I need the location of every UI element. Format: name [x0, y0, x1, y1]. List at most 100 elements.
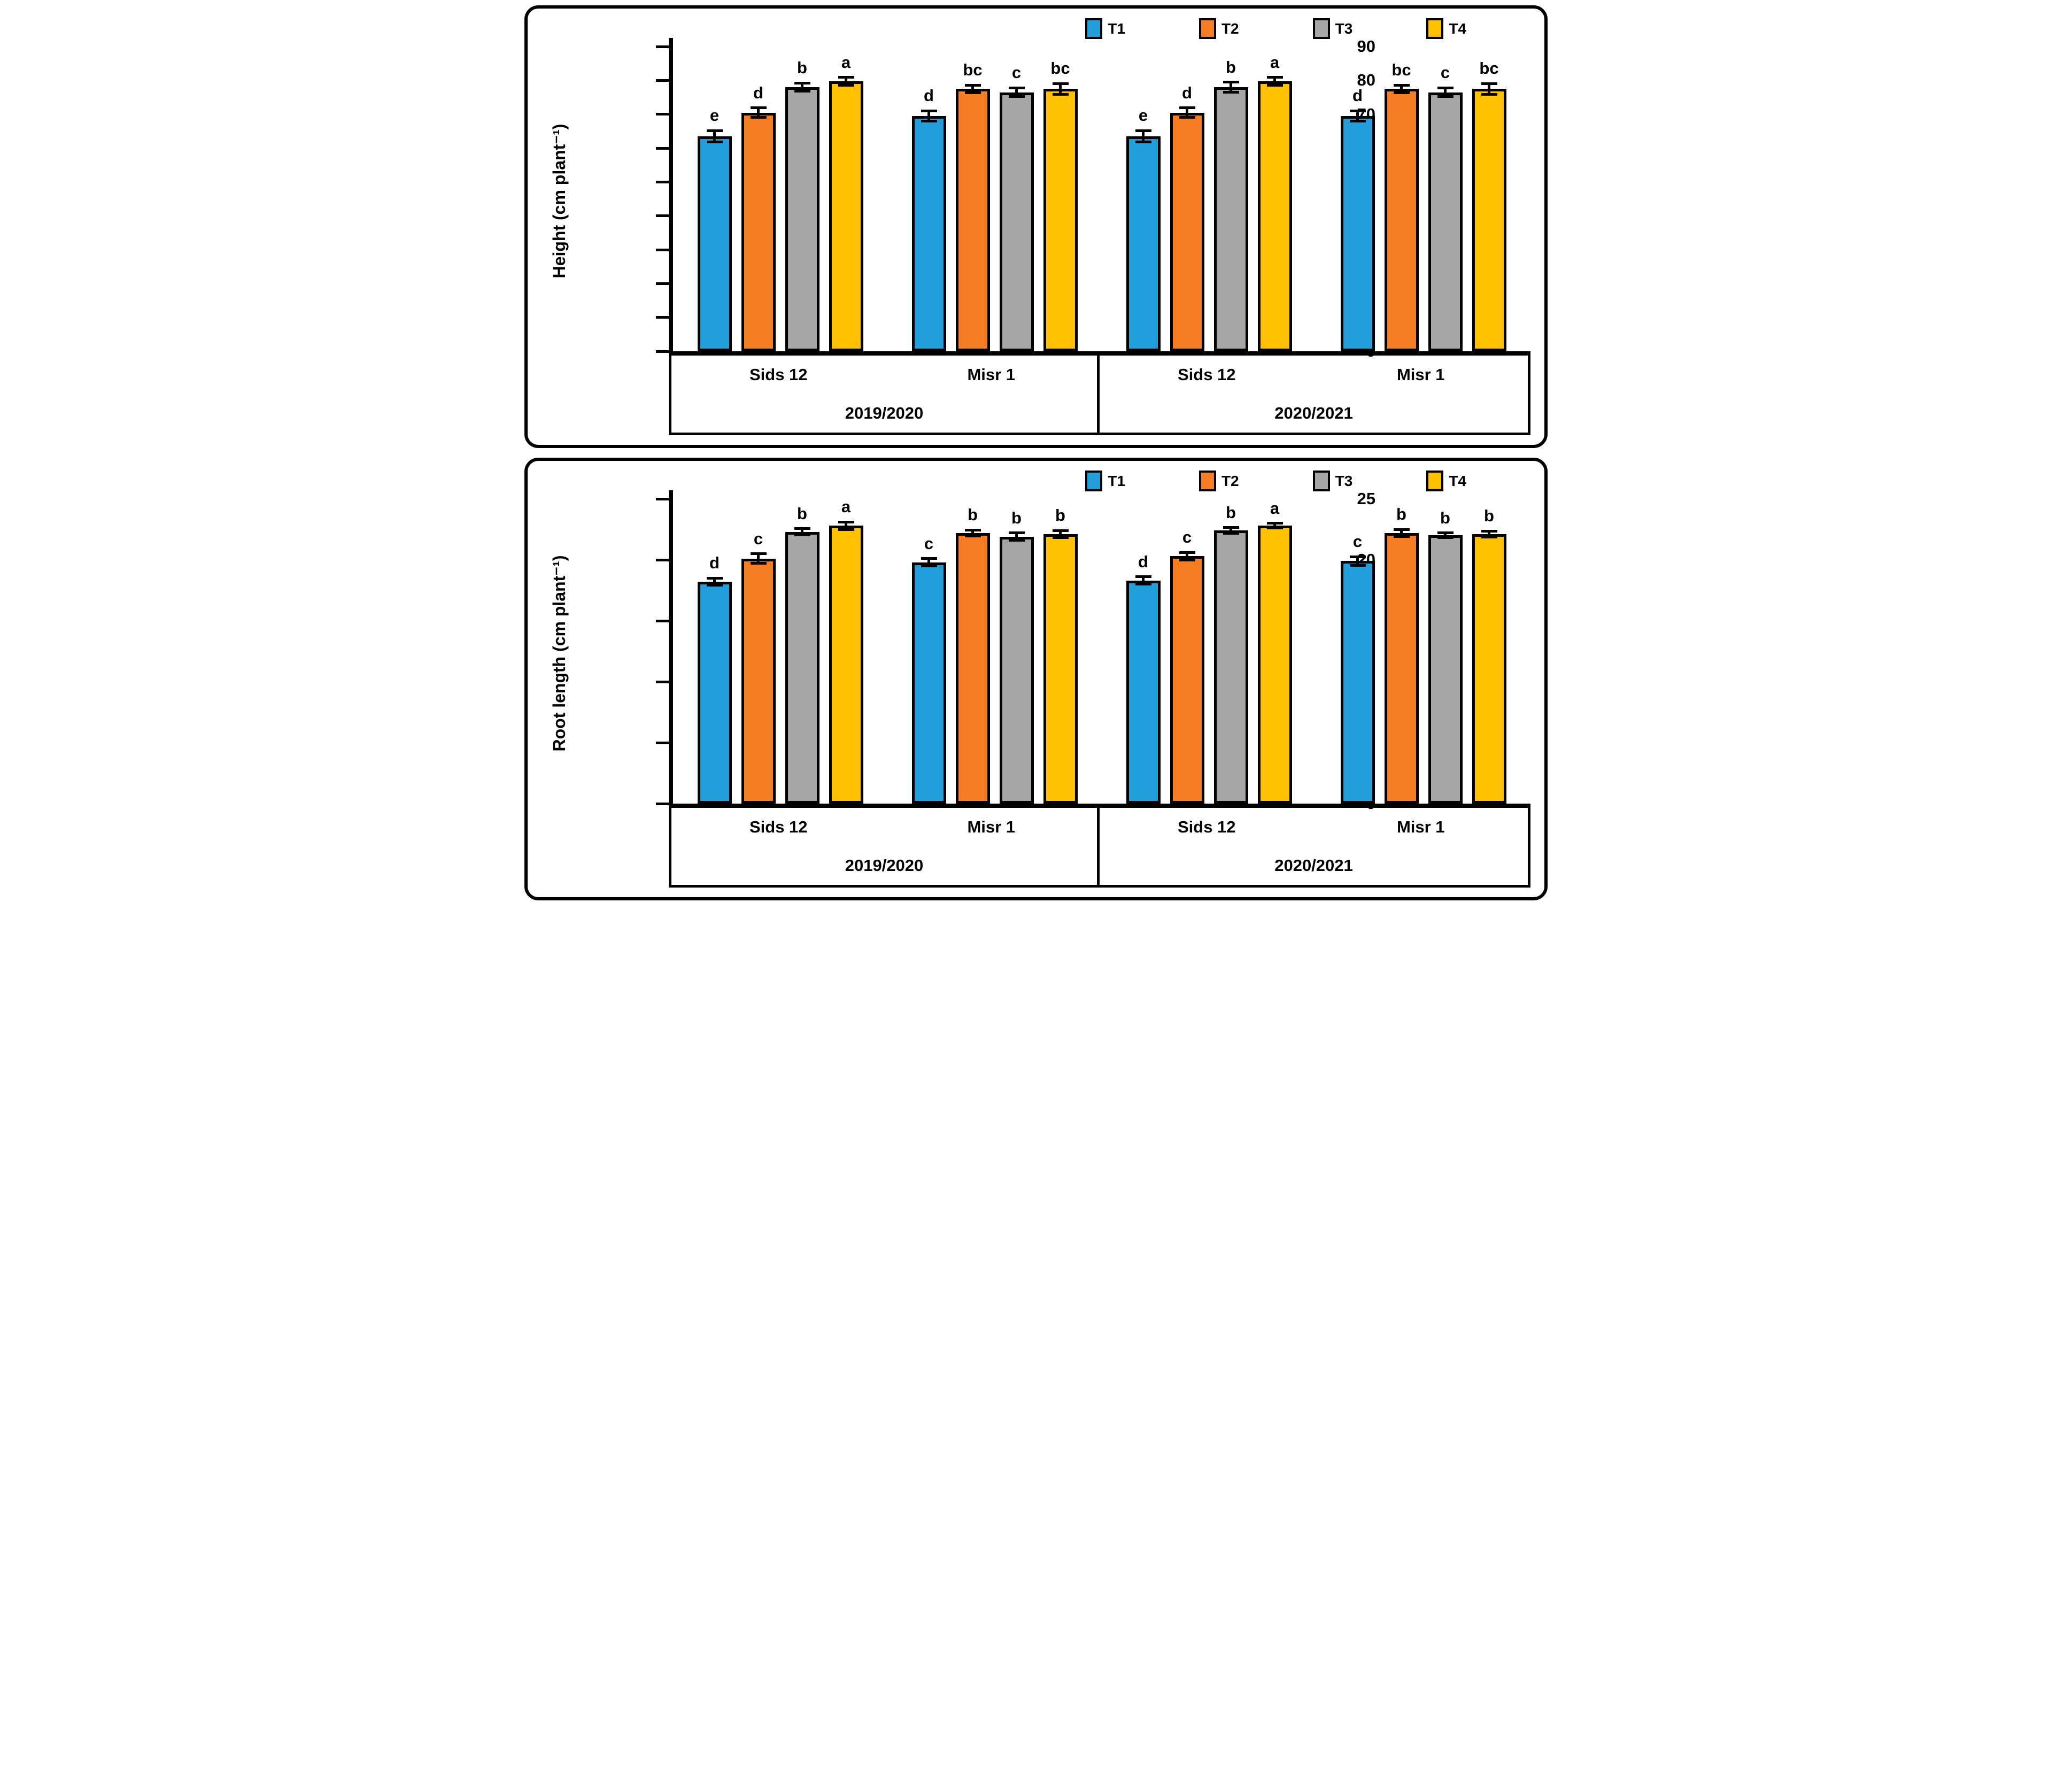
- error-bar-bottom-cap: [921, 119, 937, 122]
- bar-t4: [829, 526, 863, 804]
- legend-swatch-icon: [1199, 471, 1216, 491]
- error-bar: [713, 130, 716, 142]
- error-bar: [1400, 529, 1403, 537]
- significance-letter: d: [709, 553, 720, 573]
- bar-t2: [1384, 89, 1419, 351]
- y-axis-tick: [656, 113, 669, 116]
- error-bar-top-cap: [1266, 522, 1283, 525]
- bar-wrap: a: [1257, 499, 1292, 804]
- legend-item-t1: T1: [1085, 471, 1125, 491]
- height-legend: T1 T2 T3 T4: [535, 14, 1530, 47]
- error-bar: [1356, 557, 1359, 566]
- error-bar-bottom-cap: [794, 533, 810, 536]
- error-bar: [1230, 82, 1232, 92]
- error-bar: [845, 522, 847, 529]
- error-bar-bottom-cap: [964, 91, 981, 94]
- significance-letter: c: [1440, 63, 1450, 82]
- root-length-y-axis-title: Root length (cm plant⁻¹): [550, 555, 569, 752]
- root-length-chart: Root length (cm plant⁻¹) 0510152025dcbac…: [535, 490, 1530, 888]
- error-bar: [1356, 111, 1359, 121]
- bar-group: d bc c bc: [887, 47, 1102, 351]
- significance-letter: b: [968, 505, 978, 525]
- error-bar: [1142, 576, 1145, 584]
- bar-wrap: d: [1170, 47, 1204, 351]
- error-bar-top-cap: [1223, 526, 1239, 529]
- legend-swatch-icon: [1312, 471, 1330, 491]
- legend-label: T1: [1108, 20, 1125, 37]
- error-bar-top-cap: [706, 576, 723, 580]
- legend-label: T3: [1335, 472, 1353, 489]
- significance-letter: b: [1440, 508, 1450, 527]
- bar-wrap: b: [1043, 499, 1078, 804]
- bar-wrap: a: [1257, 47, 1292, 351]
- bar-t4: [1257, 526, 1292, 804]
- error-bar: [1015, 88, 1018, 97]
- legend-swatch-icon: [1085, 18, 1103, 39]
- bar-t4: [1472, 89, 1506, 351]
- bar-t4: [1043, 89, 1078, 351]
- error-bar: [1444, 533, 1447, 538]
- legend-swatch-icon: [1199, 18, 1216, 39]
- bar-t1: [911, 115, 946, 351]
- variety-label: Misr 1: [886, 808, 1100, 846]
- significance-letter: e: [709, 106, 720, 125]
- error-bar-bottom-cap: [1437, 95, 1454, 98]
- error-bar-top-cap: [1052, 82, 1069, 85]
- significance-letter: e: [1138, 106, 1148, 125]
- legend-label: T1: [1108, 472, 1125, 489]
- error-bar-top-cap: [1179, 551, 1195, 554]
- error-bar: [927, 111, 930, 121]
- bar-t4: [1257, 81, 1292, 351]
- bar-wrap: bc: [1472, 47, 1506, 351]
- bar-group: e d b a: [1102, 47, 1316, 351]
- error-bar: [1059, 530, 1062, 538]
- significance-letter: a: [841, 497, 851, 516]
- bar-t4: [829, 81, 863, 351]
- error-bar: [801, 83, 803, 91]
- bar-t3: [999, 92, 1034, 351]
- bar-wrap: b: [1428, 499, 1463, 804]
- bar-t3: [785, 531, 819, 804]
- legend-label: T2: [1221, 472, 1239, 489]
- error-bar-bottom-cap: [1052, 92, 1069, 96]
- error-bar-bottom-cap: [1349, 564, 1366, 567]
- legend-label: T4: [1449, 20, 1466, 37]
- bar-t1: [1340, 561, 1375, 804]
- root-length-legend: T1 T2 T3 T4: [535, 466, 1530, 499]
- error-bar-top-cap: [1481, 529, 1497, 533]
- error-bar-top-cap: [1052, 529, 1069, 532]
- significance-letter: b: [797, 504, 807, 523]
- legend-label: T3: [1335, 20, 1353, 37]
- bar-wrap: d: [741, 47, 776, 351]
- height-x-axis-table: Sids 12 Misr 1 Sids 12 Misr 1 2019/2020 2020/…: [669, 356, 1530, 435]
- bar-wrap: bc: [955, 47, 990, 351]
- bar-wrap: bc: [1384, 47, 1419, 351]
- legend-item-t1: T1: [1085, 18, 1125, 39]
- error-bar-top-cap: [1393, 528, 1410, 531]
- significance-letter: d: [1352, 86, 1363, 105]
- bar-group: d c b a: [1102, 499, 1316, 804]
- error-bar-bottom-cap: [706, 584, 723, 587]
- y-axis-tick: [656, 558, 669, 561]
- season-label: 2020/2021: [1274, 856, 1353, 875]
- legend-label: T4: [1449, 472, 1466, 489]
- error-bar-bottom-cap: [706, 141, 723, 144]
- y-axis-tick-label: 90: [1357, 37, 1375, 56]
- bar-t1: [1340, 115, 1375, 351]
- error-bar-top-cap: [1349, 555, 1366, 558]
- bar-t4: [1472, 534, 1506, 804]
- error-bar-top-cap: [1266, 76, 1283, 79]
- error-bar: [713, 578, 716, 585]
- bar-t2: [955, 533, 990, 804]
- bar-wrap: c: [999, 47, 1034, 351]
- significance-letter: d: [1138, 552, 1148, 571]
- significance-letter: c: [1352, 532, 1363, 551]
- significance-letter: bc: [1050, 59, 1070, 78]
- error-bar-top-cap: [1393, 83, 1410, 87]
- bar-wrap: d: [911, 47, 946, 351]
- error-bar-bottom-cap: [1393, 535, 1410, 538]
- error-bar-top-cap: [706, 129, 723, 132]
- error-bar-bottom-cap: [1481, 92, 1497, 96]
- y-axis-tick: [656, 282, 669, 285]
- y-axis-tick: [656, 180, 669, 183]
